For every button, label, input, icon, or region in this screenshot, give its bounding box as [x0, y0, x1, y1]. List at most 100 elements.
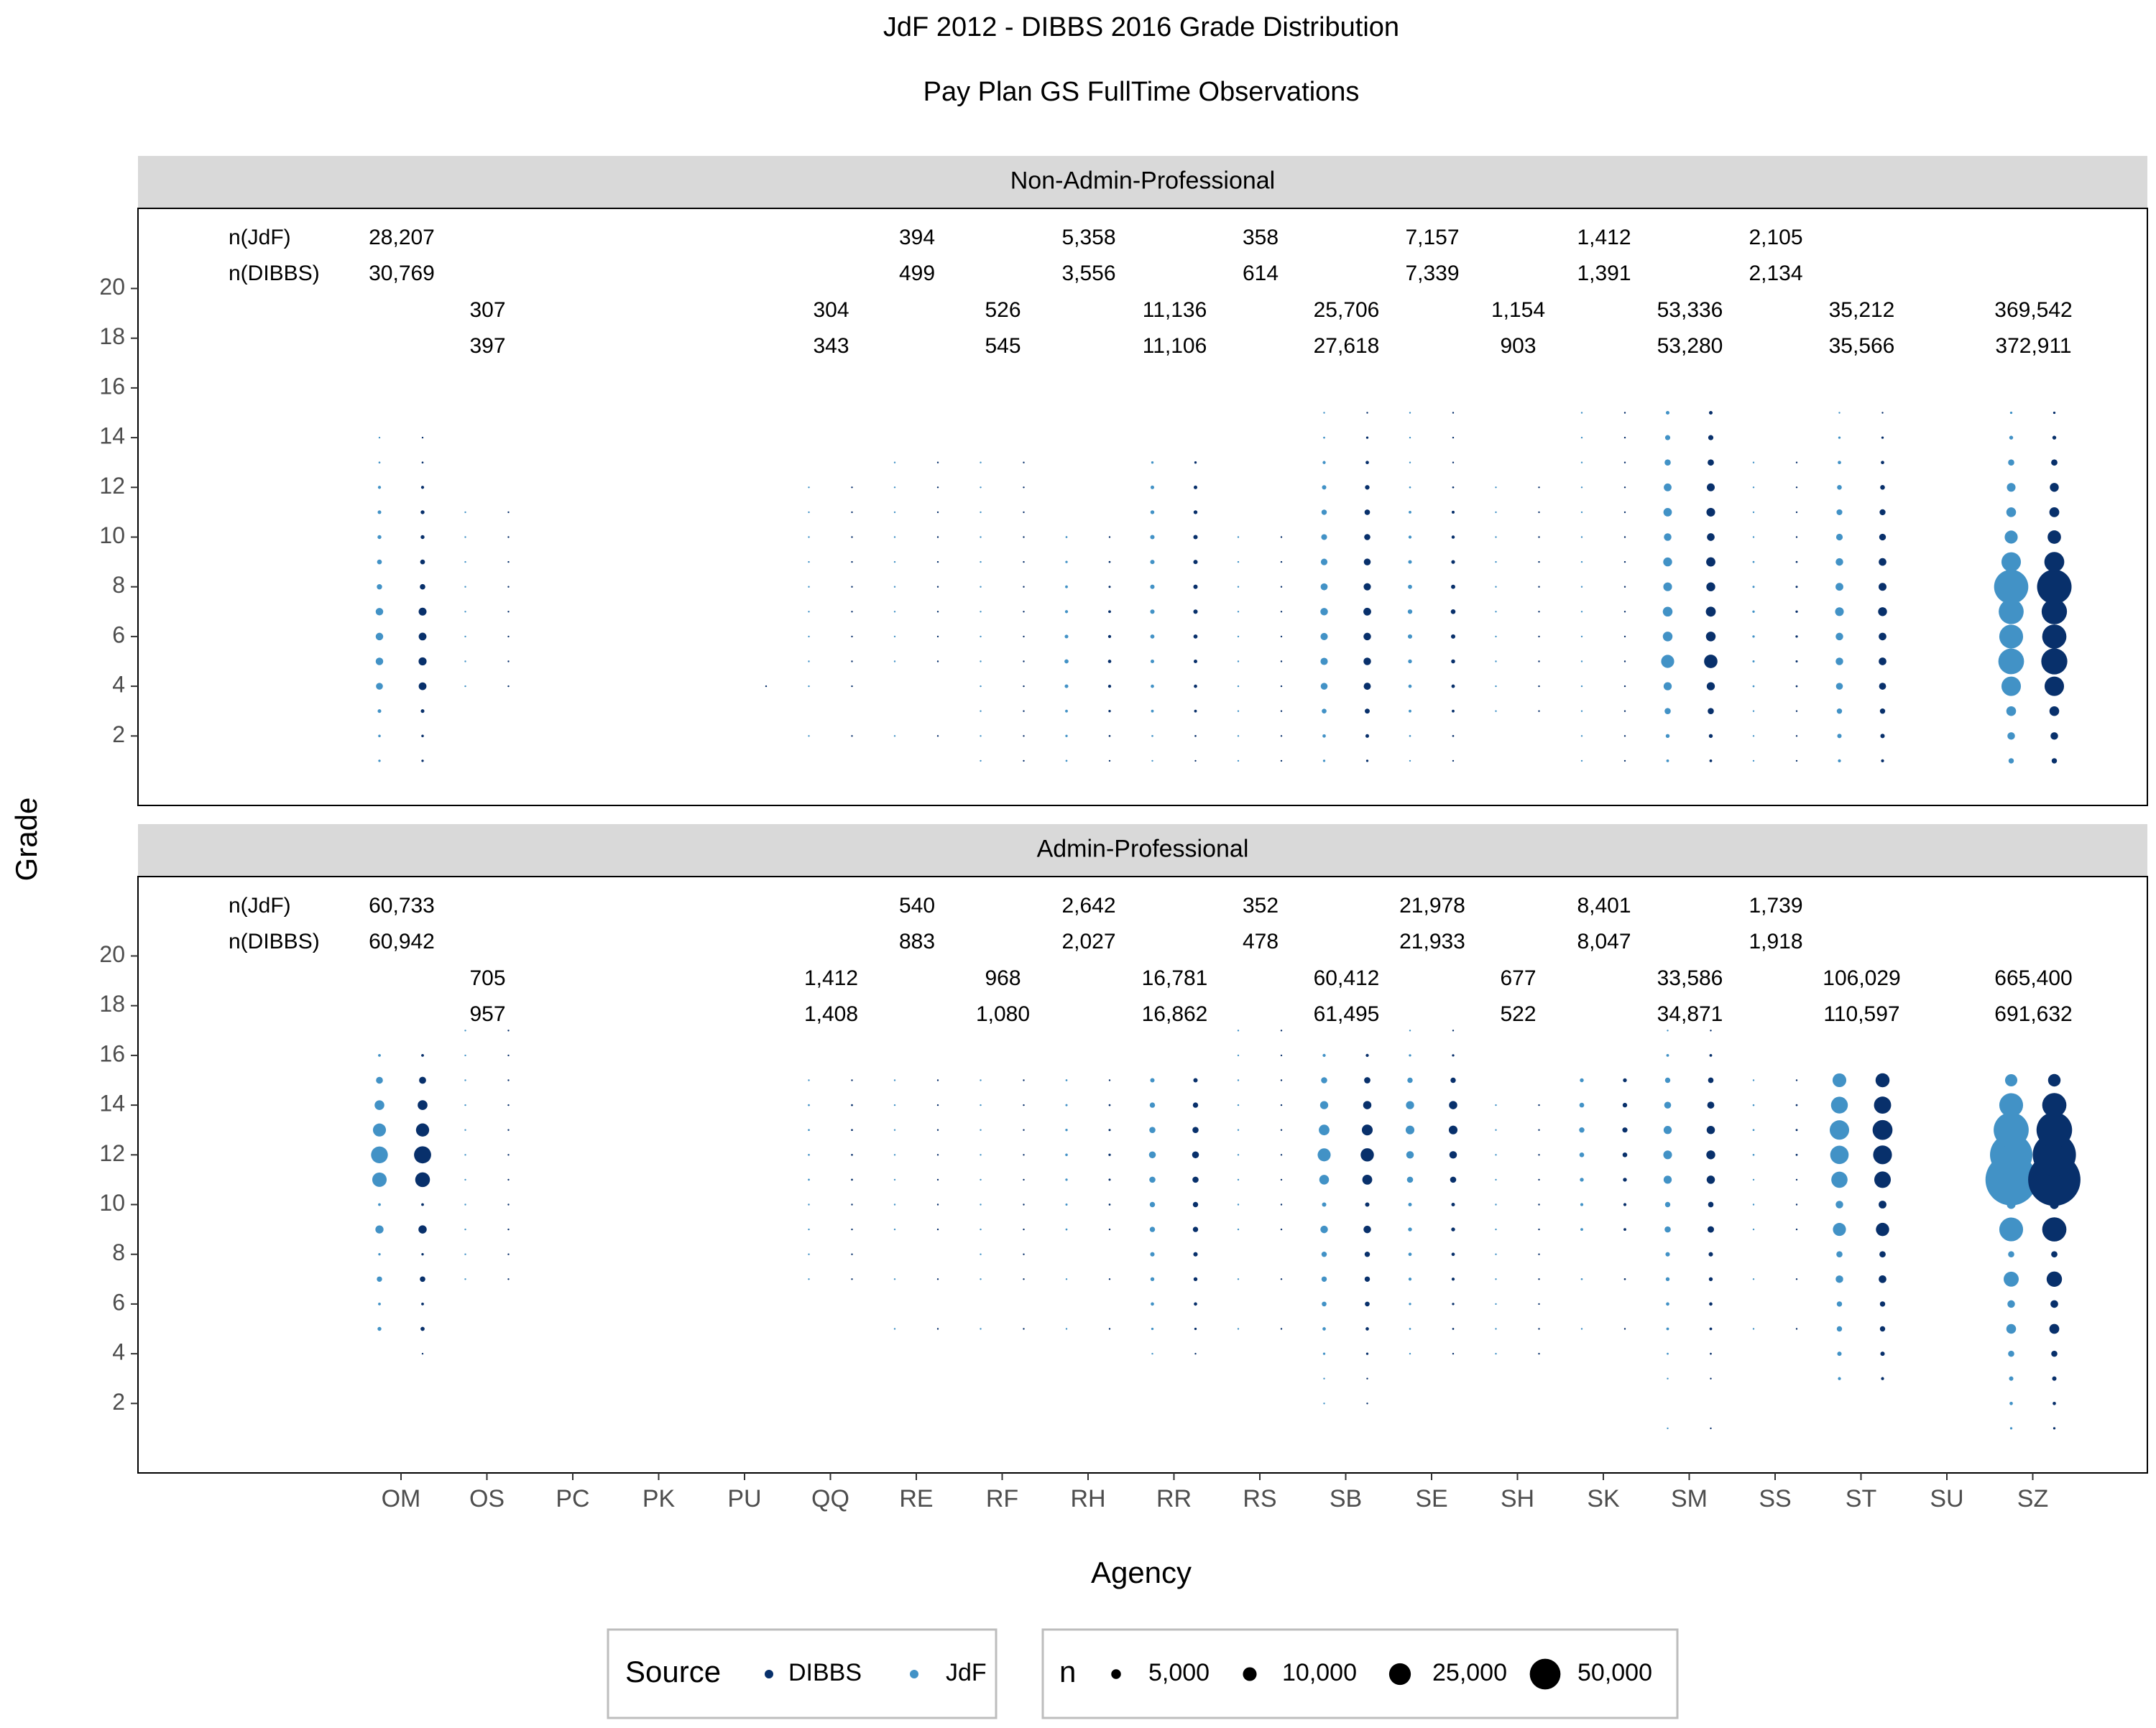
point-dibbs-admin-professional-sh-g10 — [1538, 1203, 1540, 1206]
point-dibbs-non-admin-professional-rr-g7 — [1193, 609, 1198, 614]
point-dibbs-admin-professional-os-g13 — [507, 1129, 510, 1131]
point-jdf-non-admin-professional-qq-g7 — [808, 611, 810, 613]
point-dibbs-admin-professional-sk-g13 — [1622, 1127, 1628, 1133]
count-dibbs-non-admin-professional-sh: 903 — [1500, 334, 1536, 358]
count-dibbs-non-admin-professional-os: 397 — [469, 334, 505, 358]
point-dibbs-admin-professional-rr-g4 — [1194, 1352, 1197, 1355]
point-jdf-non-admin-professional-se-g6 — [1407, 634, 1413, 639]
point-dibbs-non-admin-professional-sm-g6 — [1705, 632, 1716, 642]
point-dibbs-non-admin-professional-qq-g7 — [851, 611, 853, 613]
point-dibbs-admin-professional-om-g14 — [418, 1100, 428, 1110]
point-jdf-admin-professional-qq-g15 — [808, 1079, 810, 1081]
point-jdf-admin-professional-os-g17 — [464, 1030, 466, 1032]
point-dibbs-admin-professional-se-g11 — [1450, 1176, 1457, 1183]
point-dibbs-admin-professional-re-g11 — [936, 1178, 939, 1181]
point-jdf-non-admin-professional-st-g6 — [1835, 632, 1843, 641]
point-dibbs-admin-professional-se-g6 — [1452, 1303, 1455, 1306]
point-jdf-non-admin-professional-sz-g13 — [2008, 459, 2014, 466]
legend-size-box — [1041, 1628, 1679, 1719]
point-dibbs-non-admin-professional-sb-g13 — [1365, 461, 1369, 465]
point-jdf-non-admin-professional-ss-g1 — [1752, 759, 1755, 762]
point-dibbs-non-admin-professional-rf-g8 — [1023, 586, 1025, 588]
point-dibbs-non-admin-professional-sz-g13 — [2051, 459, 2058, 466]
point-dibbs-non-admin-professional-re-g5 — [936, 660, 939, 662]
point-jdf-admin-professional-st-g3 — [1838, 1377, 1841, 1380]
point-jdf-non-admin-professional-re-g7 — [893, 611, 896, 613]
point-dibbs-non-admin-professional-sz-g11 — [2049, 507, 2060, 517]
point-dibbs-admin-professional-qq-g14 — [851, 1104, 853, 1106]
point-jdf-non-admin-professional-sm-g6 — [1662, 632, 1673, 642]
point-dibbs-non-admin-professional-sh-g12 — [1538, 486, 1540, 489]
point-dibbs-admin-professional-os-g14 — [507, 1104, 510, 1106]
point-jdf-admin-professional-om-g6 — [378, 1302, 381, 1306]
count-jdf-non-admin-professional-re: 394 — [899, 226, 935, 249]
count-dibbs-admin-professional-sb: 61,495 — [1314, 1002, 1380, 1026]
point-jdf-admin-professional-rs-g12 — [1237, 1154, 1240, 1156]
point-jdf-non-admin-professional-os-g4 — [464, 685, 466, 688]
count-dibbs-non-admin-professional-rh: 3,556 — [1061, 262, 1115, 285]
point-jdf-non-admin-professional-sb-g6 — [1320, 632, 1328, 640]
point-dibbs-admin-professional-rr-g15 — [1193, 1078, 1198, 1083]
point-jdf-admin-professional-sb-g6 — [1322, 1301, 1327, 1307]
x-tick-label-sm: SM — [1671, 1485, 1708, 1512]
point-jdf-admin-professional-se-g10 — [1408, 1202, 1412, 1207]
point-jdf-admin-professional-re-g7 — [893, 1278, 896, 1280]
point-dibbs-admin-professional-qq-g11 — [851, 1178, 853, 1181]
legend-key-jdf — [910, 1670, 918, 1678]
count-dibbs-non-admin-professional-rf: 545 — [985, 334, 1021, 358]
point-dibbs-non-admin-professional-sk-g8 — [1623, 586, 1626, 588]
point-dibbs-admin-professional-sk-g15 — [1623, 1078, 1627, 1083]
point-jdf-non-admin-professional-sm-g2 — [1665, 734, 1670, 739]
legend-label-dibbs: DIBBS — [788, 1659, 862, 1686]
point-dibbs-non-admin-professional-rh-g7 — [1108, 610, 1111, 614]
point-dibbs-admin-professional-rh-g10 — [1108, 1203, 1111, 1206]
y-tick-label-non-admin-professional-18: 18 — [99, 323, 125, 349]
point-dibbs-non-admin-professional-rr-g10 — [1193, 535, 1198, 540]
point-jdf-admin-professional-sb-g12 — [1317, 1148, 1331, 1162]
point-dibbs-non-admin-professional-om-g12 — [420, 486, 425, 489]
point-jdf-admin-professional-re-g15 — [893, 1079, 896, 1081]
point-dibbs-non-admin-professional-sb-g4 — [1363, 683, 1371, 690]
point-jdf-admin-professional-om-g16 — [378, 1053, 381, 1057]
count-jdf-non-admin-professional-qq: 304 — [813, 298, 849, 322]
point-jdf-admin-professional-se-g5 — [1409, 1328, 1411, 1330]
facet-label-non-admin-professional: Non-Admin-Professional — [1010, 167, 1276, 194]
point-dibbs-admin-professional-rh-g15 — [1108, 1079, 1111, 1081]
point-dibbs-admin-professional-sh-g13 — [1538, 1129, 1540, 1131]
point-jdf-admin-professional-rs-g11 — [1237, 1178, 1240, 1181]
point-jdf-admin-professional-sm-g10 — [1664, 1201, 1671, 1208]
legend-key-dibbs — [765, 1670, 773, 1678]
point-dibbs-admin-professional-sb-g6 — [1365, 1301, 1370, 1307]
point-jdf-non-admin-professional-sb-g15 — [1323, 412, 1325, 414]
point-dibbs-non-admin-professional-ss-g6 — [1795, 635, 1798, 638]
point-dibbs-non-admin-professional-qq-g6 — [851, 635, 853, 638]
count-dibbs-admin-professional-rf: 1,080 — [976, 1002, 1030, 1026]
point-dibbs-non-admin-professional-sk-g10 — [1623, 536, 1626, 538]
point-dibbs-non-admin-professional-rf-g12 — [1023, 486, 1025, 489]
point-jdf-non-admin-professional-om-g12 — [377, 486, 382, 489]
point-dibbs-admin-professional-om-g11 — [415, 1172, 430, 1188]
point-jdf-non-admin-professional-se-g7 — [1407, 609, 1413, 614]
count-label-jdf-non-admin-professional: n(JdF) — [229, 226, 291, 249]
point-jdf-admin-professional-rf-g10 — [980, 1203, 982, 1206]
point-jdf-non-admin-professional-sk-g6 — [1580, 635, 1583, 638]
point-dibbs-admin-professional-rf-g11 — [1023, 1178, 1025, 1181]
point-dibbs-non-admin-professional-rf-g1 — [1023, 759, 1025, 762]
point-jdf-admin-professional-sm-g12 — [1663, 1150, 1672, 1160]
point-dibbs-admin-professional-re-g13 — [936, 1129, 939, 1131]
point-jdf-admin-professional-om-g15 — [376, 1076, 383, 1084]
point-dibbs-non-admin-professional-sz-g2 — [2050, 732, 2058, 740]
point-dibbs-admin-professional-st-g12 — [1873, 1145, 1892, 1165]
point-dibbs-non-admin-professional-sm-g13 — [1708, 459, 1714, 466]
point-dibbs-non-admin-professional-st-g11 — [1879, 509, 1886, 516]
point-dibbs-non-admin-professional-ss-g13 — [1795, 461, 1798, 463]
point-dibbs-non-admin-professional-re-g6 — [936, 635, 939, 638]
legend-size-title: n — [1059, 1655, 1076, 1688]
point-dibbs-admin-professional-om-g13 — [415, 1123, 430, 1137]
point-jdf-admin-professional-om-g7 — [377, 1276, 382, 1283]
point-jdf-admin-professional-sz-g7 — [2004, 1271, 2019, 1287]
point-dibbs-non-admin-professional-rr-g2 — [1194, 734, 1197, 737]
point-jdf-admin-professional-re-g11 — [893, 1178, 896, 1181]
point-jdf-admin-professional-sh-g10 — [1495, 1203, 1497, 1206]
point-dibbs-admin-professional-ss-g12 — [1795, 1153, 1798, 1156]
